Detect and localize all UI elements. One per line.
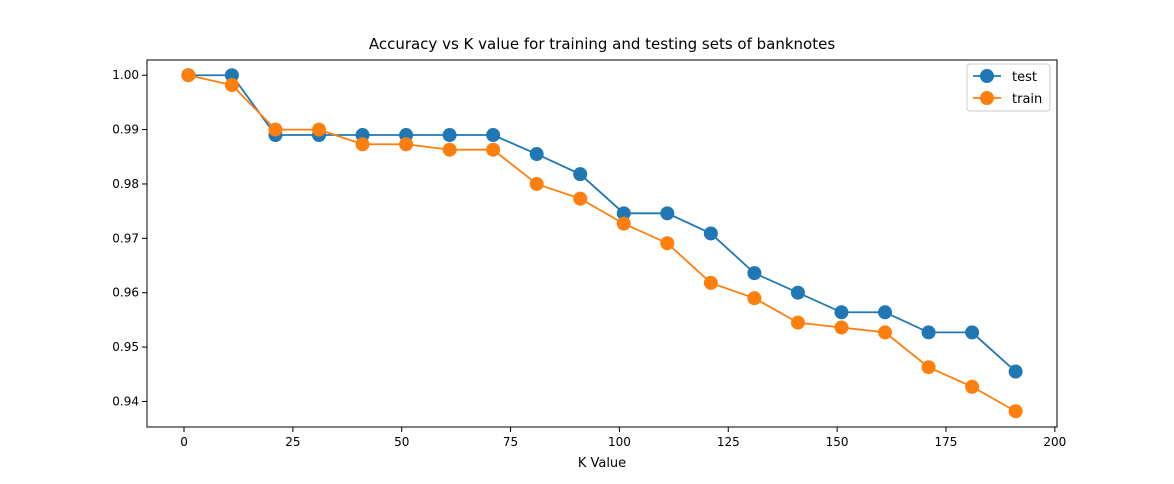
- x-tick-label: 25: [285, 435, 300, 449]
- data-point-train: [268, 122, 283, 137]
- data-point-test: [834, 305, 849, 320]
- data-point-test: [573, 167, 588, 182]
- data-point-train: [660, 236, 675, 251]
- data-point-train: [442, 142, 457, 157]
- data-point-train: [921, 360, 936, 375]
- x-tick-label: 175: [935, 435, 958, 449]
- y-tick-label: 0.97: [112, 231, 139, 245]
- series-line-test: [188, 74, 1017, 373]
- data-point-test: [529, 147, 544, 162]
- data-point-test: [747, 266, 762, 281]
- legend: test train: [966, 63, 1051, 112]
- x-tick-label: 50: [394, 435, 409, 449]
- data-point-train: [703, 275, 718, 290]
- data-point-train: [1008, 404, 1023, 419]
- legend-label: test: [1012, 70, 1037, 85]
- legend-marker: [980, 91, 994, 105]
- data-point-test: [486, 128, 501, 143]
- data-point-train: [181, 68, 196, 83]
- data-point-test: [878, 305, 893, 320]
- data-point-train: [573, 191, 588, 206]
- legend-marker: [980, 69, 994, 83]
- data-point-test: [660, 206, 675, 221]
- x-tick-label: 75: [503, 435, 518, 449]
- x-tick-label: 150: [826, 435, 849, 449]
- data-point-train: [486, 142, 501, 157]
- series-line-train: [188, 74, 1017, 413]
- x-axis-label: K Value: [578, 456, 626, 471]
- data-point-train: [616, 216, 631, 231]
- data-point-train: [311, 122, 326, 137]
- data-point-train: [355, 137, 370, 152]
- data-point-test: [965, 325, 980, 340]
- data-point-test: [442, 128, 457, 143]
- axes-frame: [146, 59, 1058, 428]
- data-point-train: [965, 379, 980, 394]
- data-point-train: [790, 315, 805, 330]
- data-point-train: [399, 137, 414, 152]
- legend-label: train: [1012, 92, 1042, 107]
- data-point-train: [224, 78, 239, 93]
- y-tick-label: 0.99: [112, 123, 139, 137]
- data-point-test: [703, 226, 718, 241]
- data-point-test: [224, 68, 239, 83]
- data-point-test: [790, 285, 805, 300]
- plot-area: 0 25 50 75 100 125 150 175 200 0.94 0.95 0.96 0.97 0.…: [112, 59, 1066, 449]
- y-tick-label: 0.95: [112, 340, 139, 354]
- x-tick-label: 125: [717, 435, 740, 449]
- x-tick-label: 100: [608, 435, 631, 449]
- x-tick-label: 200: [1043, 435, 1066, 449]
- data-point-test: [616, 206, 631, 221]
- data-point-train: [747, 291, 762, 306]
- chart-title: Accuracy vs K value for training and tes…: [369, 35, 836, 53]
- y-tick-label: 0.94: [112, 394, 139, 408]
- data-point-train: [878, 325, 893, 340]
- x-tick-label: 0: [180, 435, 188, 449]
- data-point-test: [921, 325, 936, 340]
- data-point-test: [1008, 364, 1023, 379]
- y-tick-label: 0.96: [112, 286, 139, 300]
- data-point-train: [529, 176, 544, 191]
- data-point-train: [834, 320, 849, 335]
- y-tick-label: 1.00: [112, 68, 139, 82]
- y-tick-label: 0.98: [112, 177, 139, 191]
